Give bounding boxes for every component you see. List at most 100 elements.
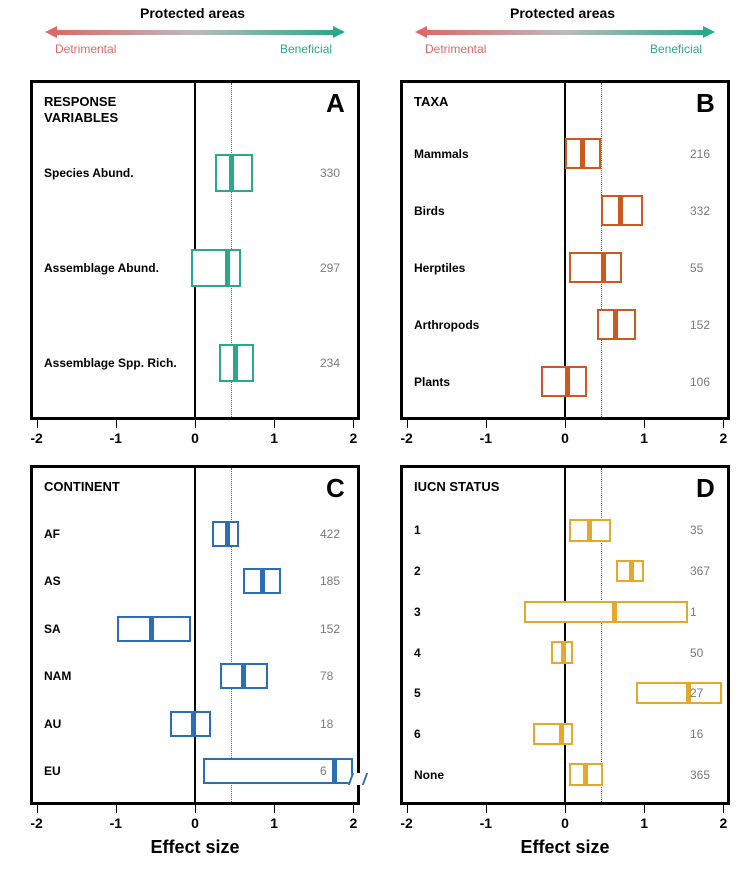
x-tick	[486, 805, 487, 813]
x-axis-label: Effect size	[150, 837, 239, 858]
x-tick	[723, 805, 724, 813]
header-title: Protected areas	[510, 5, 615, 21]
item-label: Arthropods	[414, 318, 479, 332]
item-label: 1	[414, 523, 421, 537]
x-tick	[195, 805, 196, 813]
item-label: Plants	[414, 375, 450, 389]
x-tick-label: 1	[640, 815, 648, 831]
effect-box	[533, 723, 573, 745]
panel-title: IUCN STATUS	[414, 479, 499, 494]
arrow-right-icon	[703, 26, 715, 38]
median-line	[260, 568, 265, 594]
median-line	[149, 616, 154, 642]
x-tick-label: 2	[349, 815, 357, 831]
panel-letter: D	[696, 473, 715, 504]
item-label: 6	[414, 727, 421, 741]
truncation-mark-icon	[348, 773, 368, 785]
n-count: 330	[320, 166, 340, 180]
effect-box	[636, 682, 722, 704]
item-label: None	[414, 768, 444, 782]
x-tick-label: -1	[110, 430, 122, 446]
n-count: 365	[690, 768, 710, 782]
x-tick-label: 0	[191, 430, 199, 446]
item-label: Mammals	[414, 147, 469, 161]
median-line	[229, 154, 234, 192]
x-tick	[486, 420, 487, 428]
x-tick-label: 1	[270, 815, 278, 831]
x-tick	[407, 805, 408, 813]
n-count: 27	[690, 686, 703, 700]
header-title: Protected areas	[140, 5, 245, 21]
n-count: 18	[320, 717, 333, 731]
item-label: AF	[44, 527, 60, 541]
item-label: AU	[44, 717, 61, 731]
panel-title: RESPONSE	[44, 94, 116, 109]
x-axis-label: Effect size	[520, 837, 609, 858]
effect-box	[170, 711, 211, 737]
x-tick-label: 2	[719, 815, 727, 831]
x-tick	[353, 805, 354, 813]
reference-line	[601, 468, 602, 802]
median-line	[629, 560, 634, 582]
median-line	[561, 641, 566, 663]
item-label: 3	[414, 605, 421, 619]
n-count: 106	[690, 375, 710, 389]
median-line	[332, 758, 337, 784]
n-count: 6	[320, 764, 327, 778]
item-label: 4	[414, 646, 421, 660]
effect-box	[569, 252, 622, 283]
x-tick-label: -2	[400, 815, 412, 831]
arrow-left-icon	[45, 26, 57, 38]
x-tick-label: -2	[30, 815, 42, 831]
n-count: 367	[690, 564, 710, 578]
beneficial-label: Beneficial	[650, 42, 702, 56]
x-tick	[353, 420, 354, 428]
item-label: AS	[44, 574, 61, 588]
median-line	[612, 601, 617, 623]
gradient-bar	[425, 30, 705, 35]
figure-root: Protected areasDetrimentalBeneficialProt…	[0, 0, 750, 880]
median-line	[613, 309, 618, 340]
n-count: 422	[320, 527, 340, 541]
median-line	[191, 711, 196, 737]
reference-line	[231, 468, 232, 802]
x-tick	[644, 420, 645, 428]
gradient-bar	[55, 30, 335, 35]
n-count: 35	[690, 523, 703, 537]
item-label: Assemblage Abund.	[44, 261, 159, 275]
panel-title: TAXA	[414, 94, 448, 109]
item-label: EU	[44, 764, 61, 778]
n-count: 50	[690, 646, 703, 660]
item-label: Assemblage Spp. Rich.	[44, 356, 177, 370]
median-line	[225, 521, 230, 547]
median-line	[583, 763, 588, 785]
x-tick-label: 1	[270, 430, 278, 446]
x-tick-label: -1	[480, 430, 492, 446]
x-tick	[274, 420, 275, 428]
effect-box	[191, 249, 241, 287]
x-tick	[116, 805, 117, 813]
median-line	[241, 663, 246, 689]
n-count: 152	[320, 622, 340, 636]
n-count: 297	[320, 261, 340, 275]
median-line	[559, 723, 564, 745]
n-count: 16	[690, 727, 703, 741]
panel-title: CONTINENT	[44, 479, 120, 494]
x-tick-label: 0	[561, 430, 569, 446]
x-tick	[565, 805, 566, 813]
effect-box	[215, 154, 253, 192]
n-count: 1	[690, 605, 697, 619]
panel-letter: A	[326, 88, 345, 119]
x-tick-label: 0	[561, 815, 569, 831]
panel-letter: B	[696, 88, 715, 119]
effect-box	[524, 601, 688, 623]
arrow-right-icon	[333, 26, 345, 38]
n-count: 152	[690, 318, 710, 332]
item-label: Herptiles	[414, 261, 465, 275]
x-tick	[723, 420, 724, 428]
reference-line	[601, 83, 602, 417]
median-line	[618, 195, 623, 226]
x-tick-label: -1	[480, 815, 492, 831]
x-tick	[565, 420, 566, 428]
n-count: 216	[690, 147, 710, 161]
